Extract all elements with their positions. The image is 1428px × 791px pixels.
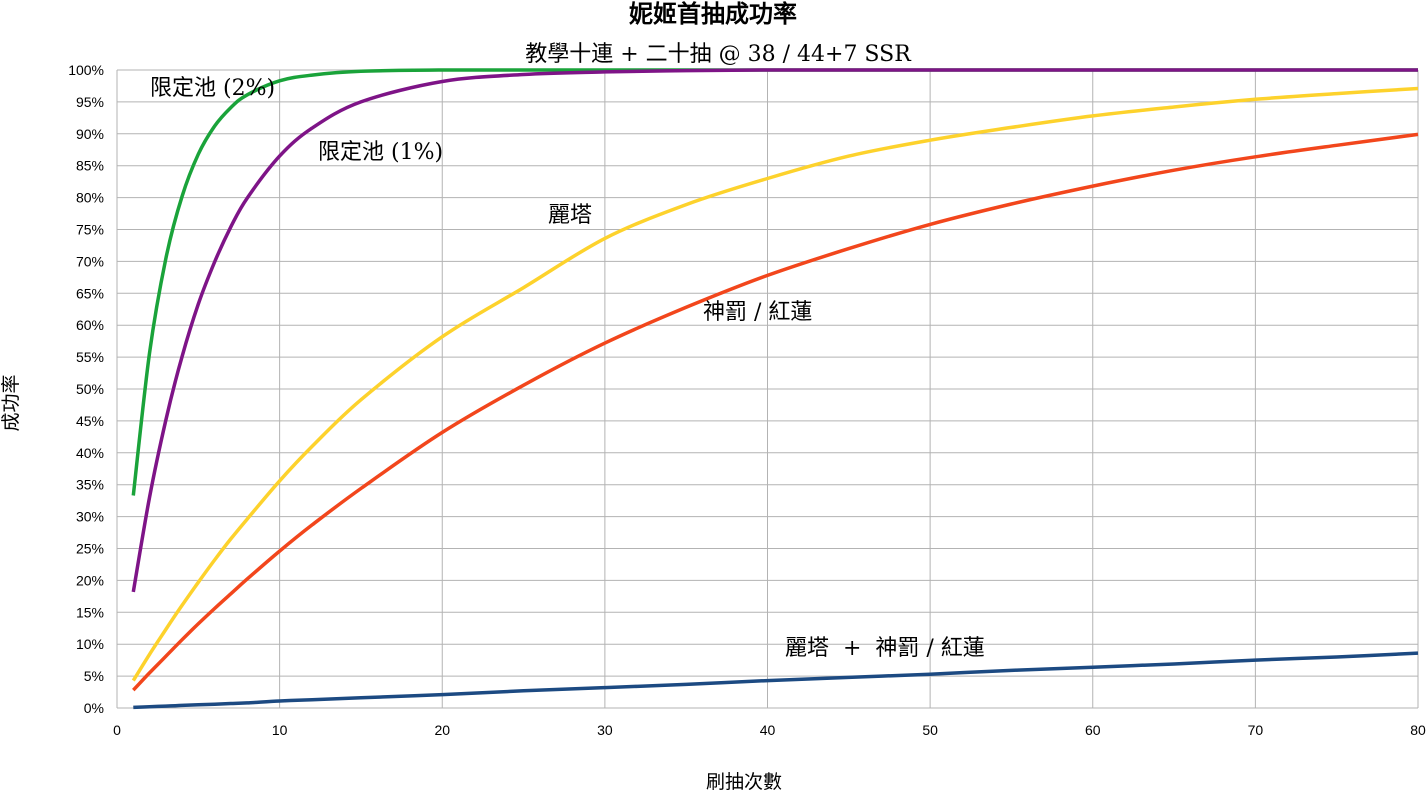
chart-subtitle: 教學十連 + 二十抽 @ 38 / 44+7 SSR xyxy=(525,42,912,67)
series-label-limited-1: 限定池 (1%) xyxy=(318,140,443,165)
y-tick-label: 0% xyxy=(84,700,104,716)
series-labels: 限定池 (2%) 限定池 (1%) 麗塔 神罰 / 紅蓮 麗塔 + 神罰 / 紅… xyxy=(150,76,985,661)
series-line-2 xyxy=(131,86,1419,682)
series-line-1 xyxy=(131,68,1418,593)
x-tick-label: 0 xyxy=(113,722,121,738)
y-tick-label: 30% xyxy=(76,509,104,525)
x-axis-ticks: 0 10 20 30 40 50 60 70 80 xyxy=(113,722,1426,738)
y-tick-label: 60% xyxy=(76,317,104,333)
y-tick-label: 90% xyxy=(76,126,104,142)
x-tick-label: 20 xyxy=(434,722,450,738)
y-tick-label: 75% xyxy=(76,222,104,238)
y-tick-label: 5% xyxy=(84,668,104,684)
y-tick-label: 35% xyxy=(76,477,104,493)
y-axis-label: 成功率 xyxy=(0,374,22,431)
x-tick-label: 10 xyxy=(272,722,288,738)
chart-title: 妮姬首抽成功率 xyxy=(629,0,797,28)
series-lines xyxy=(131,68,1419,710)
series-label-punish-crimson: 神罰 / 紅蓮 xyxy=(703,300,812,325)
y-tick-label: 50% xyxy=(76,381,104,397)
y-tick-label: 10% xyxy=(76,636,104,652)
x-axis-label: 刷抽次數 xyxy=(706,771,782,791)
y-tick-label: 95% xyxy=(76,94,104,110)
y-tick-label: 80% xyxy=(76,190,104,206)
y-tick-label: 45% xyxy=(76,413,104,429)
grid xyxy=(116,69,1419,709)
y-tick-label: 55% xyxy=(76,349,104,365)
series-label-rita: 麗塔 xyxy=(548,203,592,228)
y-tick-label: 40% xyxy=(76,445,104,461)
x-tick-label: 40 xyxy=(760,722,776,738)
x-tick-label: 30 xyxy=(597,722,613,738)
series-label-limited-2: 限定池 (2%) xyxy=(150,76,275,101)
y-tick-label: 100% xyxy=(68,62,104,78)
y-tick-label: 85% xyxy=(76,158,104,174)
x-tick-label: 80 xyxy=(1410,722,1426,738)
series-line-3 xyxy=(132,132,1419,692)
y-tick-label: 25% xyxy=(76,541,104,557)
y-tick-label: 65% xyxy=(76,285,104,301)
y-tick-label: 20% xyxy=(76,572,104,588)
y-axis-ticks: 0% 5% 10% 15% 20% 25% 30% 35% 40% 45% 50% 55% 60% 65%… xyxy=(68,62,104,716)
series-line-4 xyxy=(133,651,1419,710)
y-tick-label: 70% xyxy=(76,253,104,269)
x-tick-label: 60 xyxy=(1085,722,1101,738)
y-tick-label: 15% xyxy=(76,604,104,620)
series-label-combined: 麗塔 + 神罰 / 紅蓮 xyxy=(785,636,985,661)
x-tick-label: 50 xyxy=(922,722,938,738)
x-tick-label: 70 xyxy=(1248,722,1264,738)
